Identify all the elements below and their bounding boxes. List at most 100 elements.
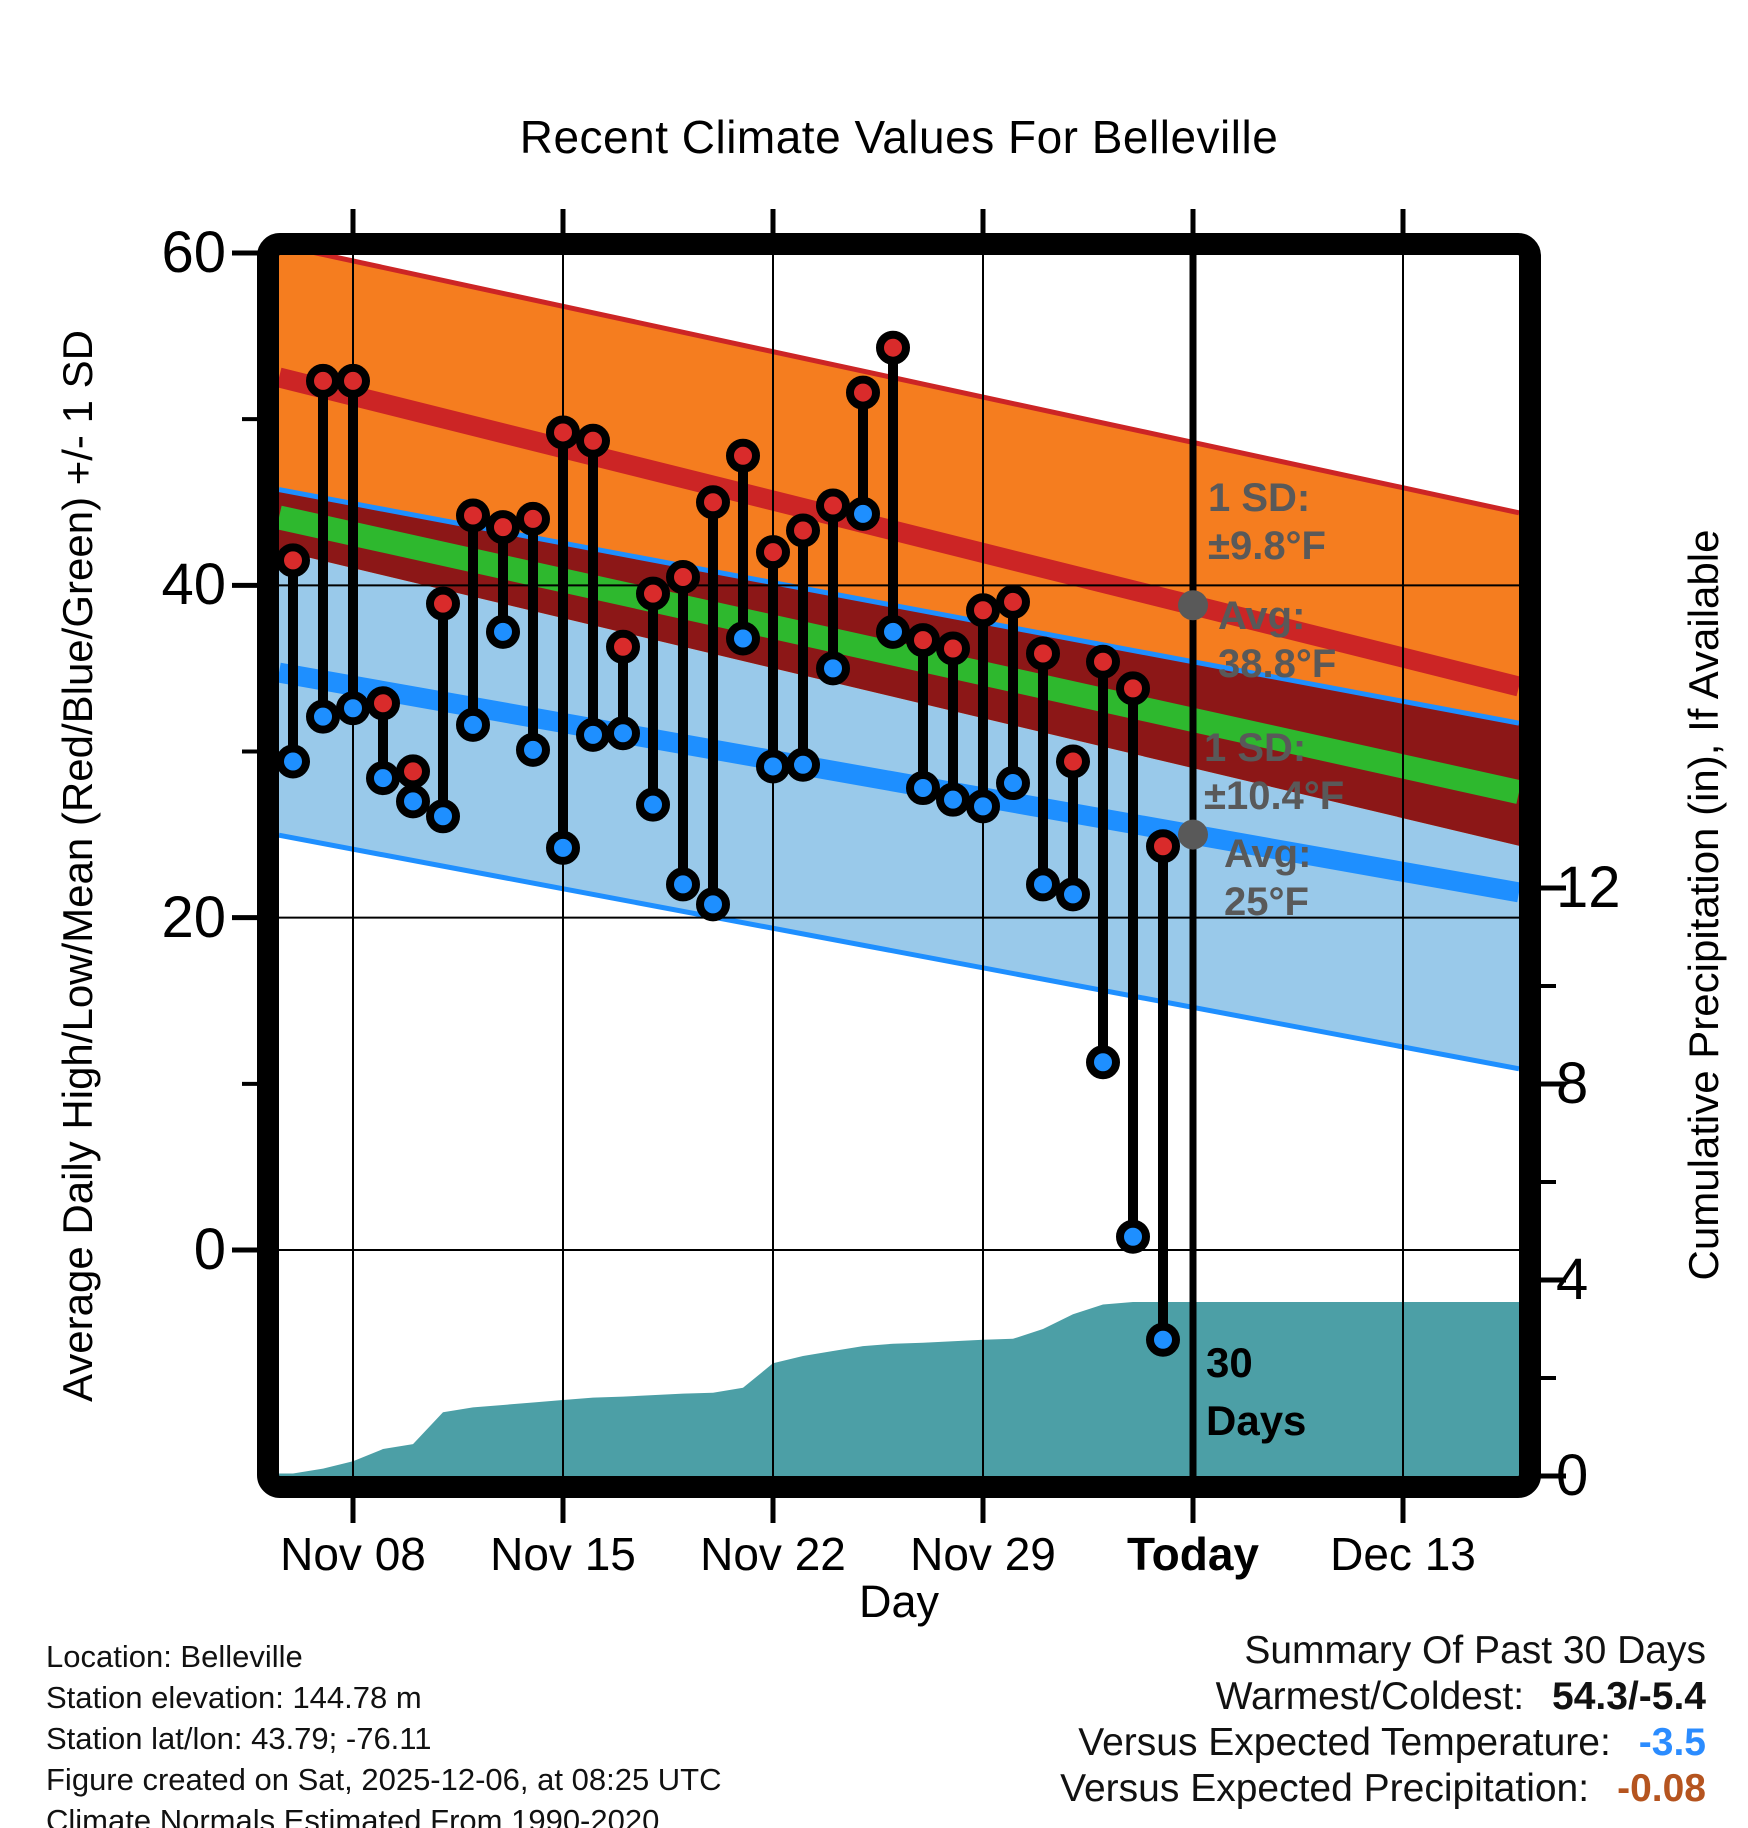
summary-label-2: Versus Expected Precipitation: [1060, 1767, 1590, 1810]
low-dot-Nov 13 [486, 614, 520, 649]
summary-row: Warmest/Coldest: 54.3/-5.4 [1060, 1674, 1706, 1720]
high-dot-Nov 24 [816, 488, 850, 523]
low-dot-Nov 11 [426, 799, 460, 834]
high-band-top-edge [313, 255, 1519, 516]
thirty-days-line2: Days [1206, 1397, 1307, 1444]
thirty-days-marker: 30 Days [1206, 1334, 1306, 1450]
high-dot-Nov 20 [696, 485, 730, 520]
x-axis-tick-label: Today [1126, 1528, 1260, 1580]
low-dot-Nov 15 [546, 830, 580, 865]
low-dot-Nov 25 [846, 496, 880, 531]
low-dot-Nov 07 [306, 699, 340, 734]
climate-normals-note: Climate Normals Estimated From 1990-2020 [46, 1803, 660, 1828]
high-dot-Nov 10 [396, 754, 430, 789]
low-dot-Nov 08 [336, 691, 370, 726]
y-axis-right-tick-label: 8 [1556, 1051, 1589, 1116]
summary-row: Versus Expected Temperature: -3.5 [1060, 1720, 1706, 1766]
annotation-high-sd-value: ±9.8°F [1208, 524, 1326, 568]
annotation-low-avg: Avg: 25°F [1224, 830, 1311, 926]
high-dot-Dec 01 [1026, 636, 1060, 671]
annotation-low-sd-label: 1 SD: [1204, 726, 1307, 770]
low-dot-Dec 05 [1146, 1322, 1180, 1357]
summary-row: Versus Expected Precipitation: -0.08 [1060, 1766, 1706, 1812]
low-dot-Nov 27 [906, 771, 940, 806]
summary-value-1: -3.5 [1638, 1721, 1706, 1764]
low-dot-Nov 18 [636, 787, 670, 822]
station-info: Location: Belleville Station elevation: … [46, 1636, 722, 1828]
annotation-high-avg-value: 38.8°F [1218, 642, 1337, 686]
low-dot-Nov 10 [396, 784, 430, 819]
low-dot-Nov 09 [366, 761, 400, 796]
avg-low-line [279, 662, 1519, 903]
y-axis-right-tick-label: 4 [1556, 1247, 1589, 1312]
low-dot-Dec 01 [1026, 867, 1060, 902]
station-latlon: Station lat/lon: 43.79; -76.11 [46, 1721, 432, 1756]
high-dot-Nov 18 [636, 576, 670, 611]
y-axis-left-tick-label: 20 [161, 884, 226, 950]
high-dot-Nov 08 [336, 363, 370, 398]
high-dot-Nov 30 [996, 584, 1030, 619]
low-dot-Nov 24 [816, 651, 850, 686]
annotation-high-sd: 1 SD: ±9.8°F [1208, 474, 1326, 570]
low-dot-Nov 26 [876, 614, 910, 649]
summary-label-0: Warmest/Coldest: [1215, 1675, 1525, 1718]
avg-low-marker-dot [1178, 819, 1208, 850]
x-axis-tick-label: Nov 15 [490, 1528, 636, 1580]
low-dot-Nov 20 [696, 887, 730, 922]
high-dot-Nov 28 [936, 631, 970, 666]
summary-value-2: -0.08 [1617, 1767, 1706, 1810]
x-axis-tick-label: Nov 22 [700, 1528, 846, 1580]
low-dot-Nov 17 [606, 716, 640, 751]
station-location: Location: Belleville [46, 1639, 303, 1674]
low-dot-Nov 30 [996, 766, 1030, 801]
annotation-low-avg-label: Avg: [1224, 832, 1312, 876]
high-dot-Dec 04 [1116, 671, 1150, 706]
low-dot-Dec 02 [1056, 877, 1090, 912]
chart-title: Recent Climate Values For Belleville [519, 111, 1279, 163]
y-axis-left-tick-label: 40 [161, 552, 226, 618]
annotation-high-avg-label: Avg: [1218, 594, 1306, 638]
summary-title: Summary Of Past 30 Days [1244, 1629, 1706, 1672]
low-dot-Dec 03 [1086, 1045, 1120, 1080]
low-dot-Nov 06 [279, 744, 310, 779]
low-dot-Nov 23 [786, 747, 820, 782]
low-dot-Dec 04 [1116, 1219, 1150, 1254]
low-band-top-edge [279, 487, 1519, 726]
high-dot-Dec 05 [1146, 829, 1180, 864]
low-dot-Nov 19 [666, 867, 700, 902]
high-dot-Nov 13 [486, 510, 520, 545]
avg-mean-line [279, 505, 1519, 804]
plot-area [279, 255, 1519, 1477]
high-dot-Nov 17 [606, 629, 640, 664]
low-dot-Nov 28 [936, 782, 970, 817]
high-dot-Nov 06 [279, 543, 310, 578]
high-dot-Nov 26 [876, 330, 910, 365]
cumulative-precip-area [279, 1302, 1519, 1477]
y-axis-left-tick-label: 60 [161, 219, 226, 285]
high-dot-Dec 03 [1086, 644, 1120, 679]
high-dot-Nov 07 [306, 363, 340, 398]
figure-created: Figure created on Sat, 2025-12-06, at 08… [46, 1762, 722, 1797]
high-dot-Nov 12 [456, 498, 490, 533]
plot-border [257, 233, 1541, 1498]
low-dot-Nov 12 [456, 707, 490, 742]
x-axis-tick-label: Dec 13 [1330, 1528, 1476, 1580]
low-band-bottom-edge [279, 832, 1519, 1072]
annotation-high-avg: Avg: 38.8°F [1218, 592, 1336, 688]
high-dot-Nov 09 [366, 686, 400, 721]
station-elevation: Station elevation: 144.78 m [46, 1680, 422, 1715]
high-dot-Nov 19 [666, 560, 700, 595]
y-axis-right-tick-label: 0 [1556, 1443, 1589, 1508]
low-dot-Nov 22 [756, 749, 790, 784]
x-axis-tick-label: Nov 29 [910, 1528, 1056, 1580]
annotation-high-sd-label: 1 SD: [1208, 476, 1311, 520]
high-dot-Nov 21 [726, 438, 760, 473]
high-dot-Nov 22 [756, 535, 790, 570]
high-dot-Nov 29 [966, 593, 1000, 628]
summary-label-1: Versus Expected Temperature: [1078, 1721, 1611, 1764]
high-dot-Nov 23 [786, 513, 820, 548]
low-dot-Nov 21 [726, 621, 760, 656]
high-dot-Nov 11 [426, 586, 460, 621]
